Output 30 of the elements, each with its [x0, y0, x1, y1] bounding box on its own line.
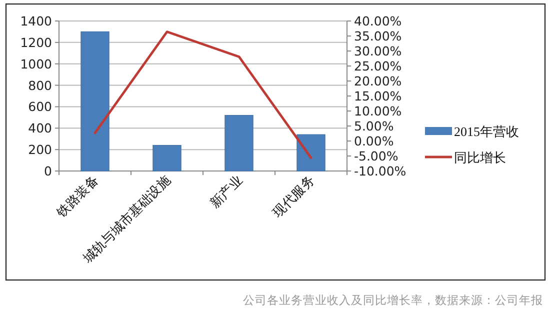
- y2-tick-label: 5.00%: [354, 118, 394, 134]
- y2-tick-label: -10.00%: [354, 164, 406, 178]
- x-tick-label: 铁路装备: [53, 172, 102, 221]
- bar: [224, 114, 254, 172]
- y2-tick-label: 15.00%: [354, 88, 402, 104]
- line-series: [94, 30, 312, 159]
- x-tick-label: 现代服务: [270, 172, 318, 220]
- y2-tick-label: 10.00%: [354, 104, 402, 118]
- bar: [80, 31, 110, 172]
- bar: [296, 134, 326, 172]
- y2-tick-label: -5.00%: [354, 148, 398, 164]
- y-tick-label: 200: [28, 142, 52, 158]
- y-tick-label: 0: [44, 164, 52, 178]
- y2-tick-label: 40.00%: [354, 14, 402, 28]
- bar: [152, 144, 182, 172]
- y2-tick-label: 0.00%: [354, 134, 394, 148]
- y-tick-label: 600: [28, 99, 52, 114]
- text: 公司各业务营业收入及同比增长率，数据来源：公司年报: [243, 293, 543, 307]
- y2-tick-label: 25.00%: [354, 58, 402, 74]
- y-tick-label: 400: [28, 120, 52, 136]
- y2-tick-label: 20.00%: [354, 74, 402, 88]
- y2-tick-label: 30.00%: [354, 44, 402, 58]
- legend-label: 2015年营收: [454, 124, 519, 139]
- y2-tick-label: 35.00%: [354, 28, 402, 44]
- y-tick-label: 1000: [20, 56, 52, 72]
- legend-label: 同比增长: [454, 150, 506, 165]
- x-tick-label: 新产业: [206, 172, 246, 211]
- y-tick-label: 800: [28, 78, 52, 93]
- y-tick-label: 1400: [20, 14, 52, 28]
- y-tick-label: 1200: [20, 34, 52, 50]
